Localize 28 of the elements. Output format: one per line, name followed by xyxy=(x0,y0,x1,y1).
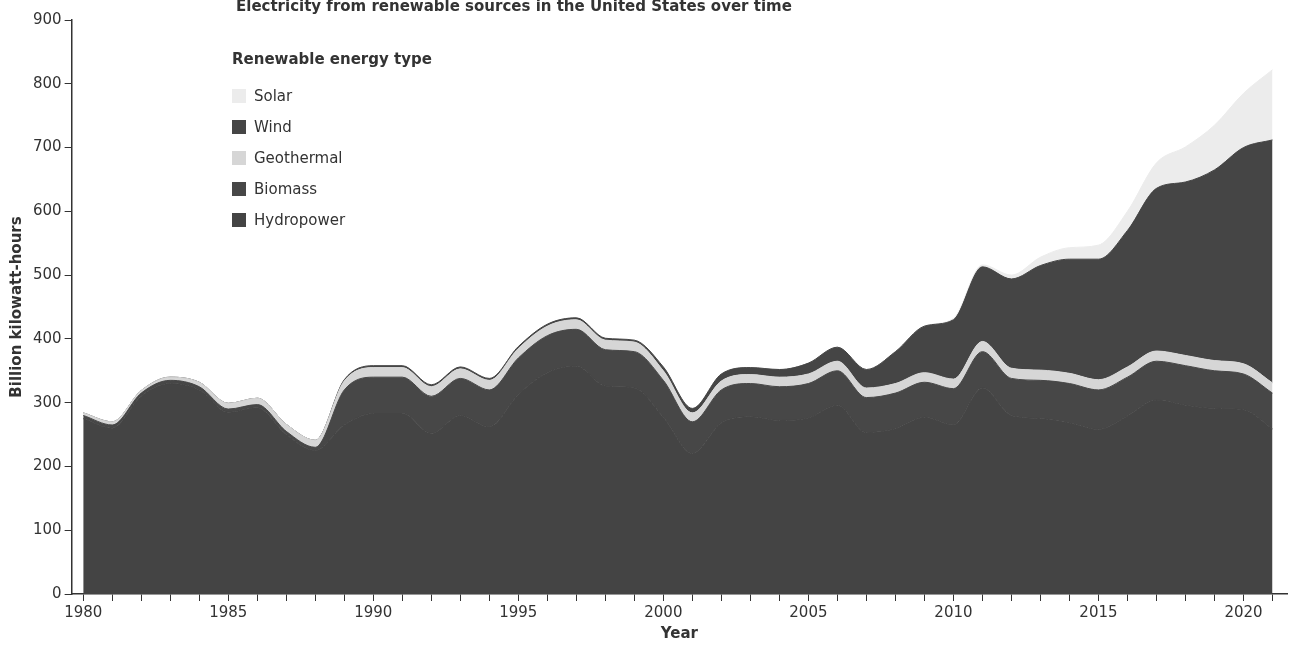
x-tick-label: 1990 xyxy=(354,602,393,621)
legend-label: Wind xyxy=(254,117,292,136)
x-axis-title: Year xyxy=(659,623,699,642)
y-tick-label: 200 xyxy=(32,456,62,475)
legend-label: Geothermal xyxy=(254,148,343,167)
x-tick-label: 2020 xyxy=(1224,602,1263,621)
y-tick-label: 0 xyxy=(52,583,62,602)
y-tick-label: 400 xyxy=(32,328,62,347)
y-axis-title: Billion kilowatt-hours xyxy=(6,216,25,398)
y-tick-label: 900 xyxy=(32,9,62,28)
x-tick-label: 1985 xyxy=(209,602,248,621)
y-tick-label: 600 xyxy=(32,201,62,220)
legend-label: Biomass xyxy=(254,179,318,198)
x-tick-label: 2005 xyxy=(789,602,828,621)
y-tick-label: 100 xyxy=(32,520,62,539)
x-tick-label: 2010 xyxy=(934,602,973,621)
y-tick-label: 800 xyxy=(32,73,62,92)
x-tick-label: 1995 xyxy=(499,602,538,621)
y-tick-label: 700 xyxy=(32,137,62,156)
legend-label: Hydropower xyxy=(254,210,346,229)
y-tick-label: 300 xyxy=(32,392,62,411)
y-tick-label: 500 xyxy=(32,265,62,283)
legend-title: Renewable energy type xyxy=(232,50,432,68)
chart-title: Electricity from renewable sources in the United States over time xyxy=(236,0,792,15)
legend-label: Solar xyxy=(254,86,293,105)
x-tick-label: 1980 xyxy=(64,602,103,621)
x-tick-label: 2015 xyxy=(1079,602,1118,621)
x-tick-label: 2000 xyxy=(644,602,683,621)
